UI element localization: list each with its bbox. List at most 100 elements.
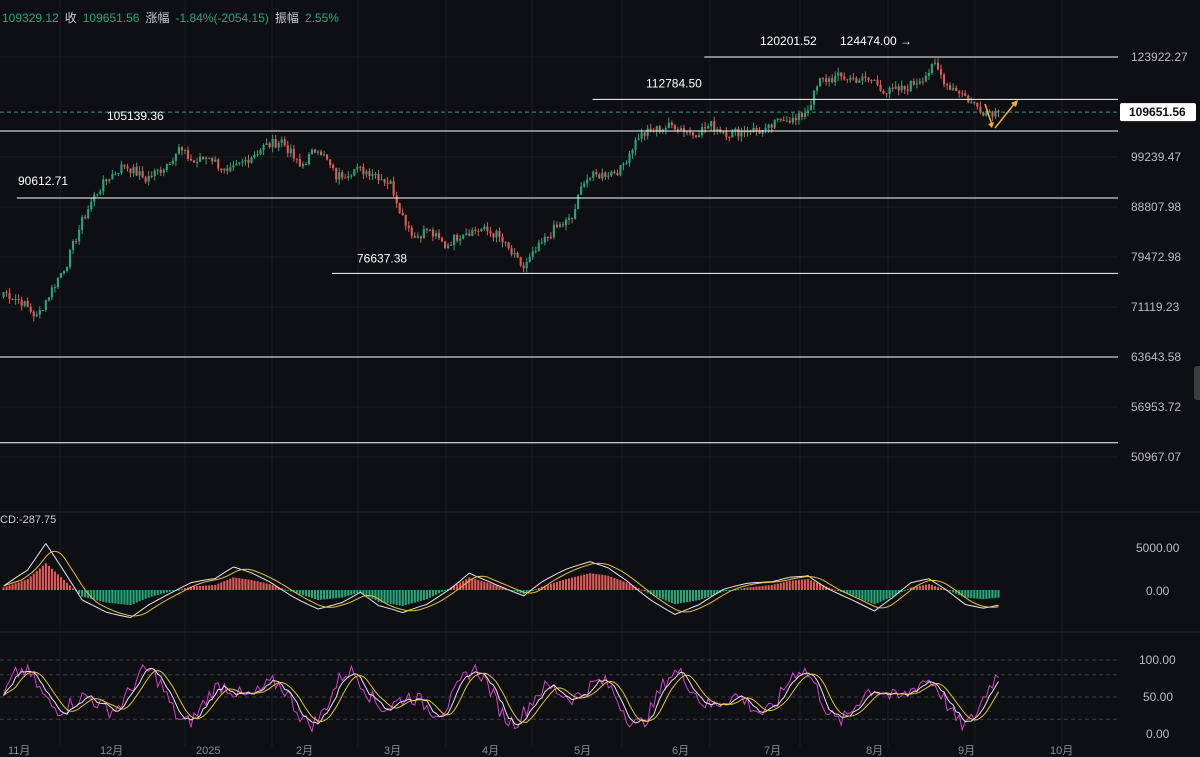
price-tick-label: 50967.07 [1131,450,1181,464]
candle-body [75,241,78,243]
candle-body [909,80,912,91]
macd-histogram-bar [389,590,392,604]
candle-body [939,69,943,75]
macd-histogram-bar [102,590,105,602]
macd-histogram-bar [682,590,686,603]
macd-histogram-bar [90,590,93,599]
time-tick-label: 2月 [296,745,313,757]
macd-histogram-bar [979,590,982,599]
candle-body [580,186,583,195]
macd-histogram-bar [108,590,111,603]
macd-histogram-bar [667,590,670,602]
macd-histogram-bar [316,590,320,601]
macd-histogram-bar [858,590,861,599]
candle-body [589,177,592,180]
macd-histogram-bar [2,587,5,590]
candle-body [62,270,66,274]
candle-body [634,139,637,151]
candle-body [489,231,492,234]
candle-body [434,233,438,237]
candle-body [561,224,565,226]
macd-tick-label: 0.00 [1146,584,1170,598]
candle-body [229,167,232,171]
macd-histogram-bar [38,568,41,590]
candle-body [84,216,87,219]
macd-histogram-bar [610,576,613,590]
candle-body [244,159,247,162]
candle-body [921,81,924,83]
candle-body [144,177,147,182]
time-tick-label: 3月 [384,745,401,757]
macd-histogram-bar [988,590,991,599]
candle-body [498,230,501,237]
macd-histogram-bar [918,585,921,590]
candle-body [241,161,244,163]
candle-body [120,164,123,174]
macd-histogram-bar [443,590,447,591]
macd-histogram-bar [728,590,731,591]
macd-histogram-bar [936,587,940,590]
candle-body [153,170,156,177]
macd-histogram-bar [326,590,329,600]
macd-histogram-bar [241,578,244,590]
price-annotation-label: 90612.71 [18,174,68,188]
candle-body [183,149,187,151]
time-tick-label: 10月 [1050,745,1073,757]
candle-body [123,164,126,167]
macd-histogram-bar [220,582,223,590]
macd-histogram-bar [616,579,619,590]
candle-body [295,158,298,160]
kdj-j-line [3,663,999,734]
macd-histogram-bar [939,588,943,590]
macd-histogram-bar [676,590,679,604]
macd-histogram-bar [183,588,187,590]
macd-histogram-bar [205,585,208,590]
kdj-d-line [3,669,999,723]
macd-histogram-bar [347,590,350,596]
macd-histogram-bar [171,590,174,592]
candle-body [332,164,335,168]
macd-histogram-bar [510,590,513,591]
candle-body [643,132,646,136]
candle-body [803,113,806,117]
candle-body [770,124,773,128]
macd-histogram-bar [873,590,876,605]
candle-body [483,226,486,229]
macd-histogram-bar [232,577,235,590]
macd-histogram-bar [96,590,99,601]
candle-body [646,128,649,136]
macd-histogram-bar [44,563,47,590]
time-tick-label: 12月 [100,745,123,757]
side-panel-toggle[interactable] [1194,366,1200,400]
macd-histogram-bar [537,587,540,590]
candle-body [377,174,380,181]
candle-body [891,87,894,89]
macd-histogram-bar [640,589,643,591]
candle-body [168,163,171,165]
macd-histogram-bar [716,590,719,594]
macd-histogram-bar [437,590,441,594]
candle-body [825,78,828,82]
macd-histogram-bar [144,590,147,599]
macd-histogram-bar [619,580,622,590]
candle-body [259,150,262,155]
macd-histogram-bar [961,590,964,597]
candle-body [625,162,628,164]
candle-body [265,143,268,146]
macd-histogram-bar [277,587,280,590]
macd-histogram-bar [843,590,846,593]
candle-body [407,225,410,228]
candle-body [389,180,392,184]
macd-histogram-bar [238,578,241,590]
macd-histogram-bar [855,590,858,598]
macd-histogram-bar [377,590,380,602]
macd-histogram-bar [607,575,610,590]
macd-histogram-bar [970,590,973,599]
macd-histogram-bar [643,590,646,592]
candle-body [628,153,631,163]
macd-histogram-bar [486,582,489,590]
macd-histogram-bar [344,590,347,597]
macd-histogram-bar [882,590,885,601]
macd-histogram-bar [688,590,692,602]
